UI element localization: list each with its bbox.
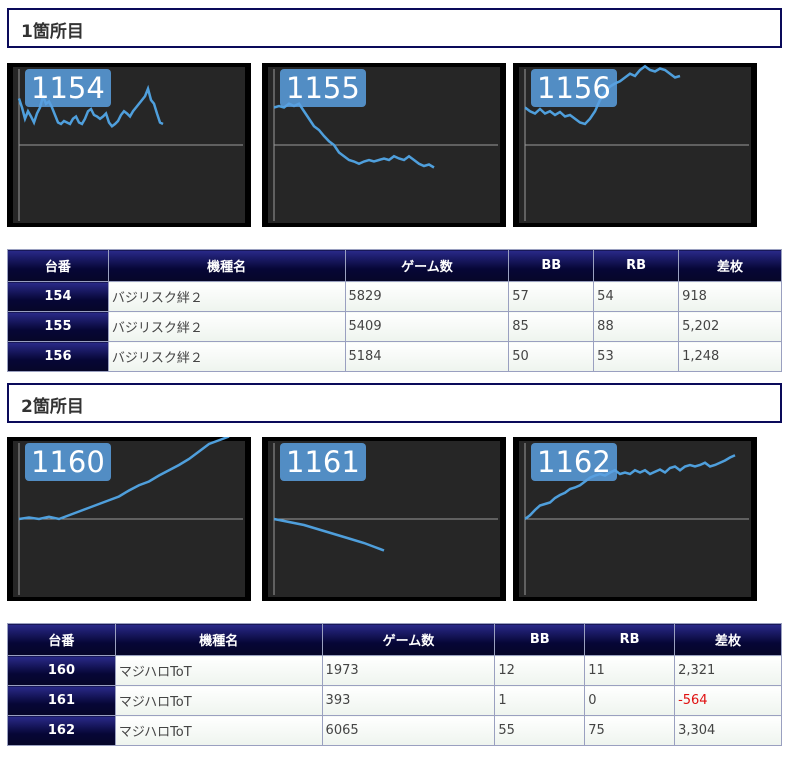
chart-1155[interactable]: 1155: [262, 63, 506, 227]
col-header-number: 台番: [7, 623, 116, 656]
game-count: 6065: [321, 715, 496, 746]
bb-count: 1: [494, 685, 586, 716]
col-header-rb: RB: [584, 623, 676, 656]
model-name: マジハロToT: [114, 715, 323, 746]
machine-table-1: 台番 機種名 ゲーム数 BB RB 差枚 154 バジリスク絆２ 5829 57…: [7, 249, 782, 372]
chart-label: 1162: [531, 443, 617, 481]
table-header-row: 台番 機種名 ゲーム数 BB RB 差枚: [7, 249, 782, 282]
table-row: 156 バジリスク絆２ 5184 50 53 1,248: [7, 341, 782, 372]
coin-diff-line: [524, 454, 736, 520]
chart-label: 1156: [531, 69, 617, 107]
machine-number: 156: [7, 341, 109, 372]
col-header-bb: BB: [494, 623, 586, 656]
model-name: バジリスク絆２: [107, 281, 346, 312]
rb-count: 0: [584, 685, 676, 716]
table-row: 154 バジリスク絆２ 5829 57 54 918: [7, 281, 782, 312]
col-header-diff: 差枚: [678, 249, 782, 282]
coin-diff: -564: [674, 685, 782, 716]
chart-label: 1161: [280, 443, 366, 481]
bb-count: 57: [508, 281, 595, 312]
machine-number: 155: [7, 311, 109, 342]
rb-count: 11: [584, 655, 676, 686]
col-header-bb: BB: [508, 249, 595, 282]
bb-count: 50: [508, 341, 595, 372]
game-count: 5829: [344, 281, 510, 312]
table-row: 160 マジハロToT 1973 12 11 2,321: [7, 655, 782, 686]
chart-label: 1160: [25, 443, 111, 481]
model-name: バジリスク絆２: [107, 341, 346, 372]
chart-1161[interactable]: 1161: [262, 437, 506, 601]
chart-label: 1155: [280, 69, 366, 107]
game-count: 5409: [344, 311, 510, 342]
col-header-games: ゲーム数: [321, 623, 496, 656]
bb-count: 85: [508, 311, 595, 342]
col-header-number: 台番: [7, 249, 109, 282]
chart-1160[interactable]: 1160: [7, 437, 251, 601]
rb-count: 54: [593, 281, 680, 312]
table-row: 162 マジハロToT 6065 55 75 3,304: [7, 715, 782, 746]
col-header-games: ゲーム数: [344, 249, 510, 282]
machine-number: 160: [7, 655, 116, 686]
table-row: 161 マジハロToT 393 1 0 -564: [7, 685, 782, 716]
machine-number: 154: [7, 281, 109, 312]
section-title: 2箇所目: [21, 397, 84, 417]
section-header-1: 1箇所目: [7, 8, 782, 48]
game-count: 1973: [321, 655, 496, 686]
coin-diff: 3,304: [674, 715, 782, 746]
machine-table-2: 台番 機種名 ゲーム数 BB RB 差枚 160 マジハロToT 1973 12…: [7, 623, 782, 746]
machine-number: 161: [7, 685, 116, 716]
table-header-row: 台番 機種名 ゲーム数 BB RB 差枚: [7, 623, 782, 656]
col-header-rb: RB: [593, 249, 680, 282]
game-count: 393: [321, 685, 496, 716]
model-name: バジリスク絆２: [107, 311, 346, 342]
coin-diff: 2,321: [674, 655, 782, 686]
table-row: 155 バジリスク絆２ 5409 85 88 5,202: [7, 311, 782, 342]
model-name: マジハロToT: [114, 655, 323, 686]
coin-diff: 918: [678, 281, 782, 312]
chart-1154[interactable]: 1154: [7, 63, 251, 227]
chart-1162[interactable]: 1162: [513, 437, 757, 601]
rb-count: 75: [584, 715, 676, 746]
section-title: 1箇所目: [21, 22, 84, 42]
col-header-diff: 差枚: [674, 623, 782, 656]
bb-count: 55: [494, 715, 586, 746]
rb-count: 88: [593, 311, 680, 342]
rb-count: 53: [593, 341, 680, 372]
coin-diff-line: [18, 437, 230, 521]
model-name: マジハロToT: [114, 685, 323, 716]
chart-label: 1154: [25, 69, 111, 107]
col-header-model: 機種名: [114, 623, 323, 656]
coin-diff: 1,248: [678, 341, 782, 372]
section-header-2: 2箇所目: [7, 383, 782, 423]
machine-number: 162: [7, 715, 116, 746]
chart-1156[interactable]: 1156: [513, 63, 757, 227]
coin-diff-line: [273, 517, 385, 552]
col-header-model: 機種名: [107, 249, 346, 282]
coin-diff: 5,202: [678, 311, 782, 342]
bb-count: 12: [494, 655, 586, 686]
game-count: 5184: [344, 341, 510, 372]
